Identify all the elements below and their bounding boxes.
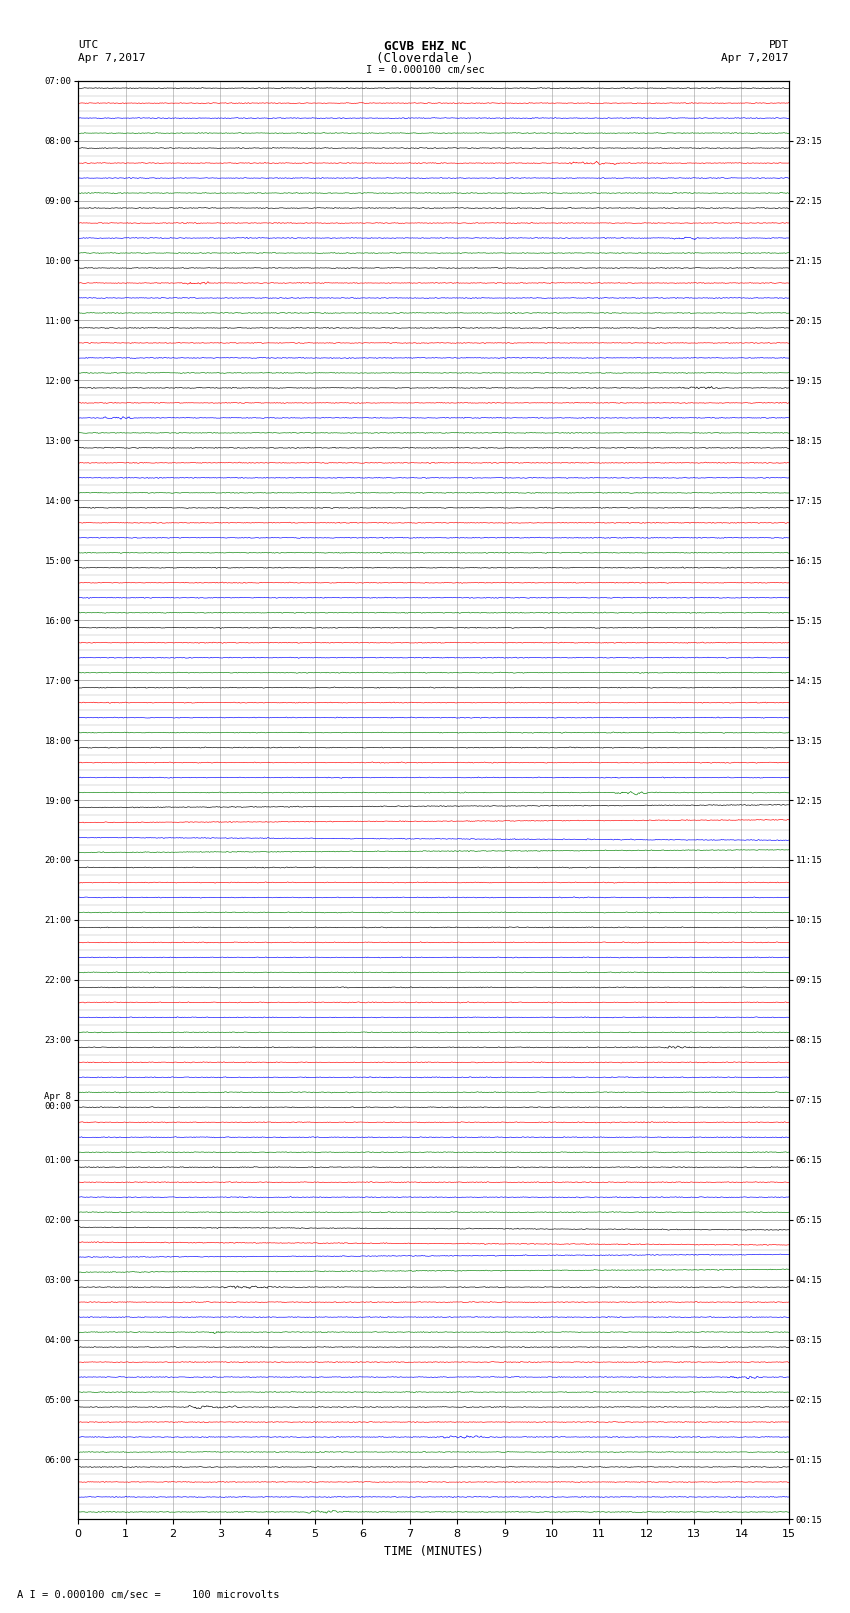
X-axis label: TIME (MINUTES): TIME (MINUTES) xyxy=(383,1545,484,1558)
Text: (Cloverdale ): (Cloverdale ) xyxy=(377,52,473,65)
Text: PDT: PDT xyxy=(768,40,789,50)
Text: I = 0.000100 cm/sec: I = 0.000100 cm/sec xyxy=(366,65,484,74)
Text: UTC: UTC xyxy=(78,40,99,50)
Text: GCVB EHZ NC: GCVB EHZ NC xyxy=(383,40,467,53)
Text: Apr 7,2017: Apr 7,2017 xyxy=(78,53,145,63)
Text: Apr 7,2017: Apr 7,2017 xyxy=(722,53,789,63)
Text: A I = 0.000100 cm/sec =     100 microvolts: A I = 0.000100 cm/sec = 100 microvolts xyxy=(17,1590,280,1600)
